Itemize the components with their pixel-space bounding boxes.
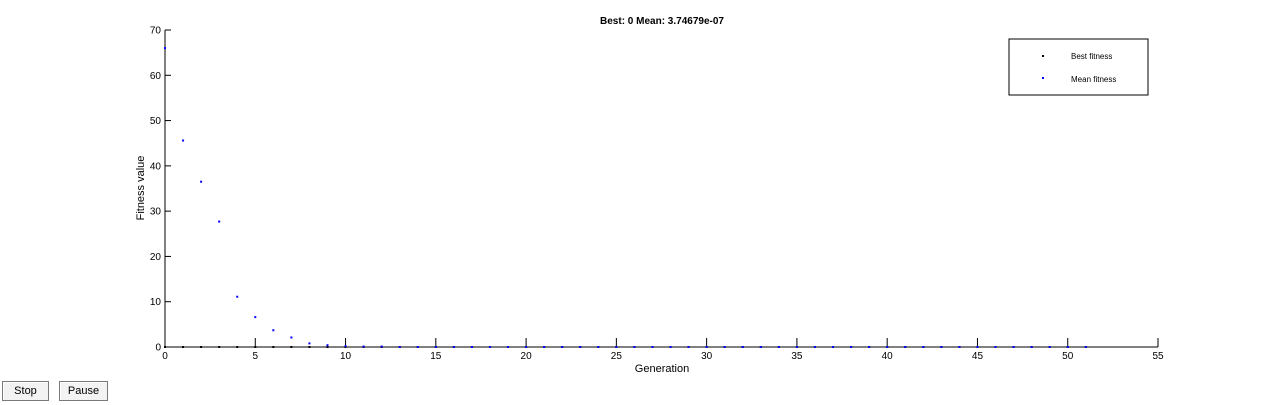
chart-title: Best: 0 Mean: 3.74679e-07 (600, 16, 724, 27)
best-fitness-point (272, 346, 275, 348)
mean-fitness-point (164, 47, 166, 50)
mean-fitness-point (669, 346, 672, 348)
mean-fitness-point (994, 346, 997, 348)
mean-fitness-point (759, 346, 762, 348)
mean-fitness-point (904, 346, 907, 348)
mean-fitness-point (272, 329, 275, 332)
legend-box (1008, 38, 1149, 96)
plot-area (165, 30, 1158, 347)
mean-fitness-point (218, 220, 221, 223)
pause-button[interactable]: Pause (59, 381, 108, 401)
best-fitness-point (308, 346, 311, 348)
mean-fitness-point (561, 346, 564, 348)
mean-fitness-point (850, 346, 853, 348)
mean-fitness-point (398, 346, 401, 348)
y-tick-label: 10 (150, 297, 162, 308)
best-fitness-point (326, 346, 329, 348)
x-tick-label: 40 (882, 351, 894, 362)
mean-fitness-point (1030, 346, 1033, 348)
y-tick-label: 50 (150, 116, 162, 127)
mean-fitness-point (507, 346, 510, 348)
best-fitness-point (200, 346, 203, 348)
legend-marker-mean (1042, 77, 1044, 79)
mean-fitness-point (362, 345, 365, 348)
x-tick-label: 45 (972, 351, 984, 362)
x-tick-label: 15 (430, 351, 442, 362)
best-fitness-point (164, 346, 166, 348)
legend-marker-best (1042, 55, 1044, 57)
mean-fitness-point (308, 342, 311, 345)
x-tick-label: 35 (791, 351, 803, 362)
mean-fitness-point (254, 316, 257, 319)
x-tick-label: 55 (1152, 351, 1164, 362)
mean-fitness-point (940, 346, 943, 348)
mean-fitness-point (886, 346, 889, 348)
x-tick-label: 50 (1062, 351, 1074, 362)
mean-fitness-point (452, 346, 455, 348)
mean-fitness-point (976, 346, 979, 348)
x-axis-label: Generation (635, 363, 689, 375)
best-fitness-point (236, 346, 239, 348)
series-mean-fitness (164, 47, 1087, 348)
y-axis-label: Fitness value (135, 156, 147, 221)
best-fitness-point (254, 346, 257, 348)
mean-fitness-point (777, 346, 780, 348)
mean-fitness-point (832, 346, 835, 348)
fitness-plot: Best: 0 Mean: 3.74679e-07 0 5 10 15 20 25 30 35… (135, 16, 1164, 375)
y-ticks: 0 10 20 30 40 50 60 70 (150, 26, 171, 354)
best-fitness-point (290, 346, 293, 348)
y-tick-label: 60 (150, 71, 162, 82)
mean-fitness-point (326, 344, 329, 347)
mean-fitness-point (723, 346, 726, 348)
legend: Best fitness Mean fitness (1008, 38, 1149, 96)
x-tick-label: 0 (162, 351, 168, 362)
y-tick-label: 70 (150, 26, 162, 37)
mean-fitness-point (470, 346, 473, 348)
mean-fitness-point (922, 346, 925, 348)
mean-fitness-point (741, 346, 744, 348)
mean-fitness-point (344, 345, 347, 348)
x-tick-label: 25 (611, 351, 623, 362)
legend-label-mean: Mean fitness (1071, 75, 1116, 84)
stop-button[interactable]: Stop (2, 381, 49, 401)
mean-fitness-point (615, 346, 618, 348)
x-ticks: 0 5 10 15 20 25 30 35 40 45 50 55 (162, 338, 1164, 362)
best-fitness-point (218, 346, 221, 348)
mean-fitness-point (1012, 346, 1015, 348)
mean-fitness-point (795, 346, 798, 348)
mean-fitness-point (687, 346, 690, 348)
y-tick-label: 0 (155, 343, 161, 354)
y-tick-label: 30 (150, 207, 162, 218)
x-tick-label: 30 (701, 351, 713, 362)
x-tick-label: 5 (252, 351, 258, 362)
mean-fitness-point (416, 346, 419, 348)
mean-fitness-point (633, 346, 636, 348)
mean-fitness-point (579, 346, 582, 348)
mean-fitness-point (236, 295, 239, 298)
mean-fitness-point (182, 139, 185, 142)
mean-fitness-point (958, 346, 961, 348)
x-tick-label: 20 (521, 351, 533, 362)
mean-fitness-point (1048, 346, 1051, 348)
legend-label-best: Best fitness (1071, 52, 1112, 61)
mean-fitness-point (813, 346, 816, 348)
mean-fitness-point (1066, 346, 1069, 348)
mean-fitness-point (597, 346, 600, 348)
mean-fitness-point (651, 346, 654, 348)
mean-fitness-point (525, 346, 528, 348)
y-tick-label: 20 (150, 252, 162, 263)
mean-fitness-point (868, 346, 871, 348)
mean-fitness-point (434, 346, 437, 348)
mean-fitness-point (380, 345, 383, 348)
mean-fitness-point (1084, 346, 1087, 348)
best-fitness-point (182, 346, 185, 348)
y-tick-label: 40 (150, 161, 162, 172)
mean-fitness-point (290, 336, 293, 339)
mean-fitness-point (488, 346, 491, 348)
mean-fitness-point (543, 346, 546, 348)
mean-fitness-point (705, 346, 708, 348)
mean-fitness-point (200, 180, 203, 183)
x-tick-label: 10 (340, 351, 352, 362)
